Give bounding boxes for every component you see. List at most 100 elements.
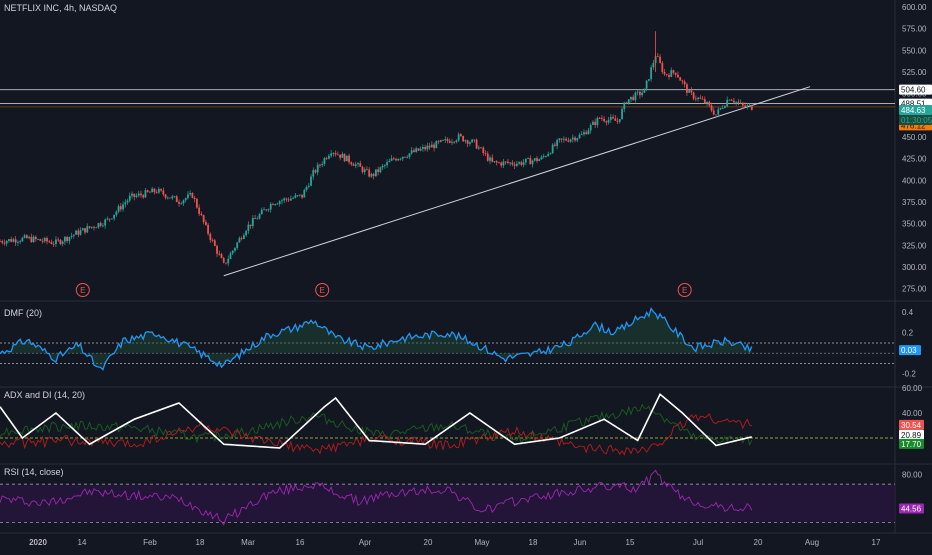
candle-body xyxy=(670,70,673,77)
candle-body xyxy=(189,193,192,195)
candle-body xyxy=(133,193,136,197)
dmf-value-label: 0.03 xyxy=(901,346,917,355)
candle-body xyxy=(354,164,357,166)
candle-body xyxy=(296,195,299,197)
candle-body xyxy=(672,70,675,73)
candle-body xyxy=(471,139,474,143)
candle-body xyxy=(585,132,588,135)
candle-body xyxy=(305,186,308,190)
candle-body xyxy=(641,92,644,96)
candle-body xyxy=(538,159,541,161)
candle-body xyxy=(515,163,518,166)
candle-body xyxy=(410,150,413,154)
candle-body xyxy=(596,117,599,126)
candle-body xyxy=(151,188,154,193)
candle-body xyxy=(495,161,498,163)
candle-body xyxy=(424,147,427,150)
candle-body xyxy=(316,164,319,173)
adx-value-tag xyxy=(899,429,924,440)
candle-body xyxy=(636,91,639,93)
candle-body xyxy=(204,221,207,225)
candle-body xyxy=(562,138,565,140)
candle-body xyxy=(466,140,469,144)
candle-body xyxy=(518,162,520,164)
candle-body xyxy=(388,160,391,163)
candle-body xyxy=(90,226,93,228)
candle-body xyxy=(155,192,158,193)
candle-body xyxy=(674,72,677,75)
candle-body xyxy=(173,196,176,198)
candle-body xyxy=(598,117,601,119)
candle-body xyxy=(397,158,400,161)
candle-body xyxy=(319,164,321,166)
adx-value-tag xyxy=(899,438,924,449)
candle-body xyxy=(565,138,567,141)
candle-body xyxy=(10,239,13,242)
candle-body xyxy=(710,105,713,111)
candle-body xyxy=(88,226,91,228)
candle-body xyxy=(737,101,740,103)
x-tick-label: 17 xyxy=(872,538,881,547)
candle-body xyxy=(390,158,393,161)
candle-body xyxy=(325,158,328,159)
candle-body xyxy=(448,140,451,143)
candle-body xyxy=(37,239,39,240)
x-tick-label: 16 xyxy=(296,538,305,547)
candle-body xyxy=(491,157,494,162)
candle-body xyxy=(263,209,265,211)
candle-body xyxy=(712,110,715,115)
candle-body xyxy=(455,140,458,142)
candle-body xyxy=(643,88,646,93)
y-tick-label: 575.00 xyxy=(902,25,927,34)
candle-body xyxy=(522,162,525,165)
x-tick-label: Jul xyxy=(693,538,703,547)
candle-body xyxy=(28,236,30,239)
candle-body xyxy=(269,203,272,210)
candle-body xyxy=(281,200,283,202)
candle-body xyxy=(366,169,368,171)
candle-body xyxy=(625,102,628,104)
candle-body xyxy=(110,218,113,220)
candle-body xyxy=(426,145,429,150)
candle-body xyxy=(542,156,545,158)
candle-body xyxy=(406,157,409,158)
candle-body xyxy=(200,213,203,216)
y-tick-label: 550.00 xyxy=(902,46,927,55)
candle-body xyxy=(571,137,574,140)
candle-body xyxy=(236,242,239,249)
candle-body xyxy=(25,235,28,239)
candle-body xyxy=(502,161,505,166)
candle-body xyxy=(708,101,711,106)
candle-body xyxy=(728,99,731,101)
candle-body xyxy=(511,162,514,165)
candle-body xyxy=(715,114,717,116)
candle-body xyxy=(433,144,435,149)
candle-body xyxy=(733,100,735,103)
candle-body xyxy=(292,197,295,199)
candle-body xyxy=(137,193,140,196)
candle-body xyxy=(536,158,538,161)
candle-body xyxy=(618,119,621,122)
candle-body xyxy=(480,147,482,149)
countdown-tag xyxy=(899,114,932,125)
candle-body xyxy=(531,160,534,165)
y-tick-label: 325.00 xyxy=(902,241,927,250)
candle-body xyxy=(79,230,82,235)
y-tick-label: 275.00 xyxy=(902,285,927,294)
candle-body xyxy=(34,236,37,240)
candle-body xyxy=(46,237,48,242)
candle-body xyxy=(439,140,442,142)
candle-body xyxy=(39,239,42,241)
candle-body xyxy=(12,239,15,242)
candle-body xyxy=(238,238,241,243)
candle-body xyxy=(249,224,252,227)
candle-body xyxy=(605,121,608,123)
candle-body xyxy=(401,156,404,159)
candle-body xyxy=(473,139,476,141)
candle-body xyxy=(504,161,507,163)
candle-body xyxy=(93,226,95,228)
candle-body xyxy=(160,188,162,191)
